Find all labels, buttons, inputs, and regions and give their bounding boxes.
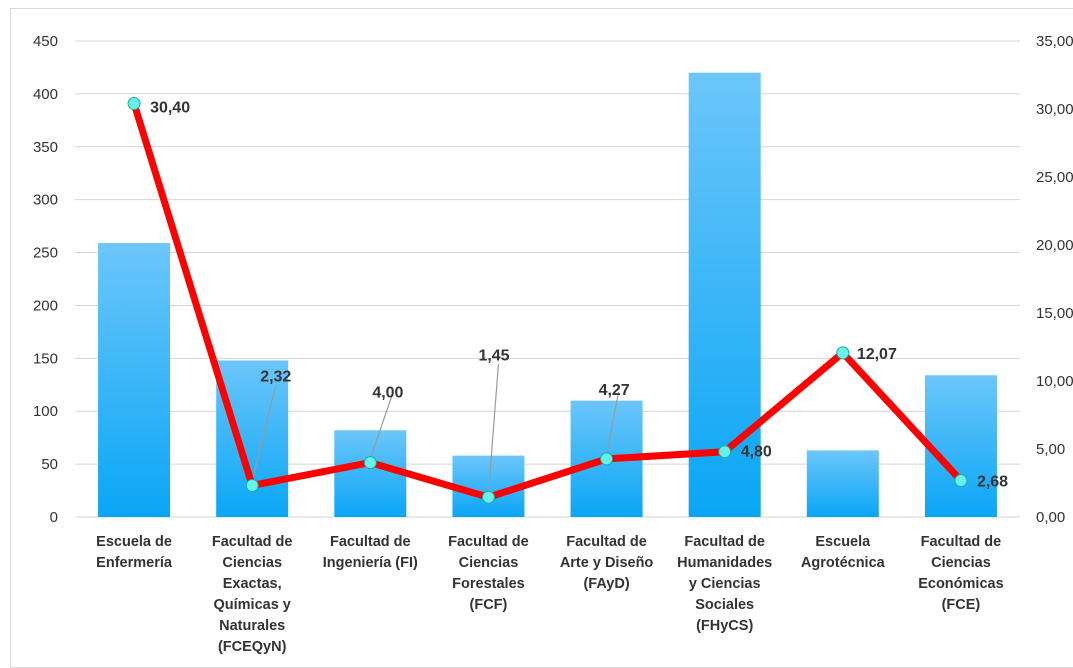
x-tick-label: Ciencias	[931, 555, 991, 571]
line-point	[481, 490, 495, 504]
label-leader	[369, 394, 393, 459]
y-right-tick-label: 20,00	[1036, 237, 1073, 254]
line-point	[363, 456, 377, 470]
bar	[98, 243, 171, 517]
data-label: 2,32	[260, 368, 291, 385]
label-leader	[487, 364, 500, 494]
data-label: 30,40	[150, 100, 190, 117]
x-tick-label: Facultad de	[921, 534, 1002, 550]
x-tick-label: Facultad de	[212, 534, 293, 550]
y-left-tick-label: 50	[41, 456, 58, 473]
x-tick-label: Facultad de	[448, 534, 529, 550]
data-label: 12,07	[857, 346, 897, 363]
y-right-tick-label: 5,00	[1036, 441, 1065, 458]
line-point	[954, 474, 968, 488]
x-tick-label: Arte y Diseño	[560, 555, 654, 571]
label-leaders	[251, 364, 620, 494]
y-left-tick-label: 350	[33, 139, 58, 156]
x-tick-label: Enfermería	[96, 555, 173, 571]
line-point	[600, 452, 614, 466]
x-tick-label: (FCF)	[470, 597, 508, 613]
y-left-tick-label: 300	[33, 192, 58, 209]
line-point	[836, 346, 850, 360]
data-label: 4,00	[372, 385, 403, 402]
x-tick-label: (FCEQyN)	[218, 639, 287, 655]
series-line	[130, 100, 965, 501]
x-tick-label: y Ciencias	[689, 576, 761, 592]
bar	[924, 375, 997, 517]
chart-frame	[10, 8, 1073, 668]
x-tick-label: (FCE)	[942, 597, 981, 613]
x-tick-label: Económicas	[918, 576, 1003, 592]
chart-text: 0 50 100 150 200 250 300 350 400 450 0,00 5,00 10,00…	[33, 33, 1073, 655]
x-tick-label: Químicas y	[214, 597, 291, 613]
y-left-tick-label: 0	[50, 509, 58, 526]
y-left-tick-label: 250	[33, 245, 58, 262]
y-right-tick-label: 15,00	[1036, 305, 1073, 322]
data-label: 2,68	[977, 474, 1008, 491]
x-tick-label: Forestales	[452, 576, 525, 592]
line-point	[245, 478, 259, 492]
y-right-tick-label: 35,00	[1036, 33, 1073, 50]
data-label: 1,45	[478, 347, 509, 364]
y-left-tick-label: 450	[33, 33, 58, 50]
bar	[334, 430, 407, 517]
bar-series	[98, 72, 997, 517]
data-label: 4,80	[741, 444, 772, 461]
x-tick-label: Escuela	[815, 534, 871, 550]
y-left-tick-label: 100	[33, 403, 58, 420]
data-label: 4,27	[599, 382, 630, 399]
y-right-tick-label: 0,00	[1036, 509, 1065, 526]
y-left-tick-label: 200	[33, 297, 58, 314]
x-tick-label: Agrotécnica	[801, 555, 886, 571]
x-tick-label: Ciencias	[222, 555, 282, 571]
y-left-tick-label: 400	[33, 86, 58, 103]
y-left-tick-label: 150	[33, 350, 58, 367]
y-right-tick-label: 30,00	[1036, 101, 1073, 118]
x-tick-label: (FHyCS)	[696, 618, 753, 634]
x-tick-label: Facultad de	[330, 534, 411, 550]
bar	[688, 72, 761, 517]
x-tick-label: Humanidades	[677, 555, 772, 571]
y-right-tick-label: 10,00	[1036, 373, 1073, 390]
bar	[806, 450, 879, 517]
line-point	[718, 445, 732, 459]
x-tick-label: Exactas,	[223, 576, 282, 592]
x-tick-label: Facultad de	[684, 534, 765, 550]
y-right-tick-label: 25,00	[1036, 169, 1073, 186]
label-leader	[251, 387, 276, 482]
x-tick-label: Ciencias	[459, 555, 519, 571]
x-tick-label: Ingeniería (FI)	[323, 555, 418, 571]
x-tick-label: Facultad de	[566, 534, 647, 550]
line-series	[130, 100, 965, 501]
x-tick-label: (FAyD)	[583, 576, 629, 592]
line-markers	[127, 97, 968, 504]
x-tick-label: Naturales	[219, 618, 285, 634]
x-tick-label: Sociales	[695, 597, 754, 613]
x-tick-label: Escuela de	[96, 534, 172, 550]
label-leader	[605, 391, 620, 456]
line-point	[127, 97, 141, 111]
